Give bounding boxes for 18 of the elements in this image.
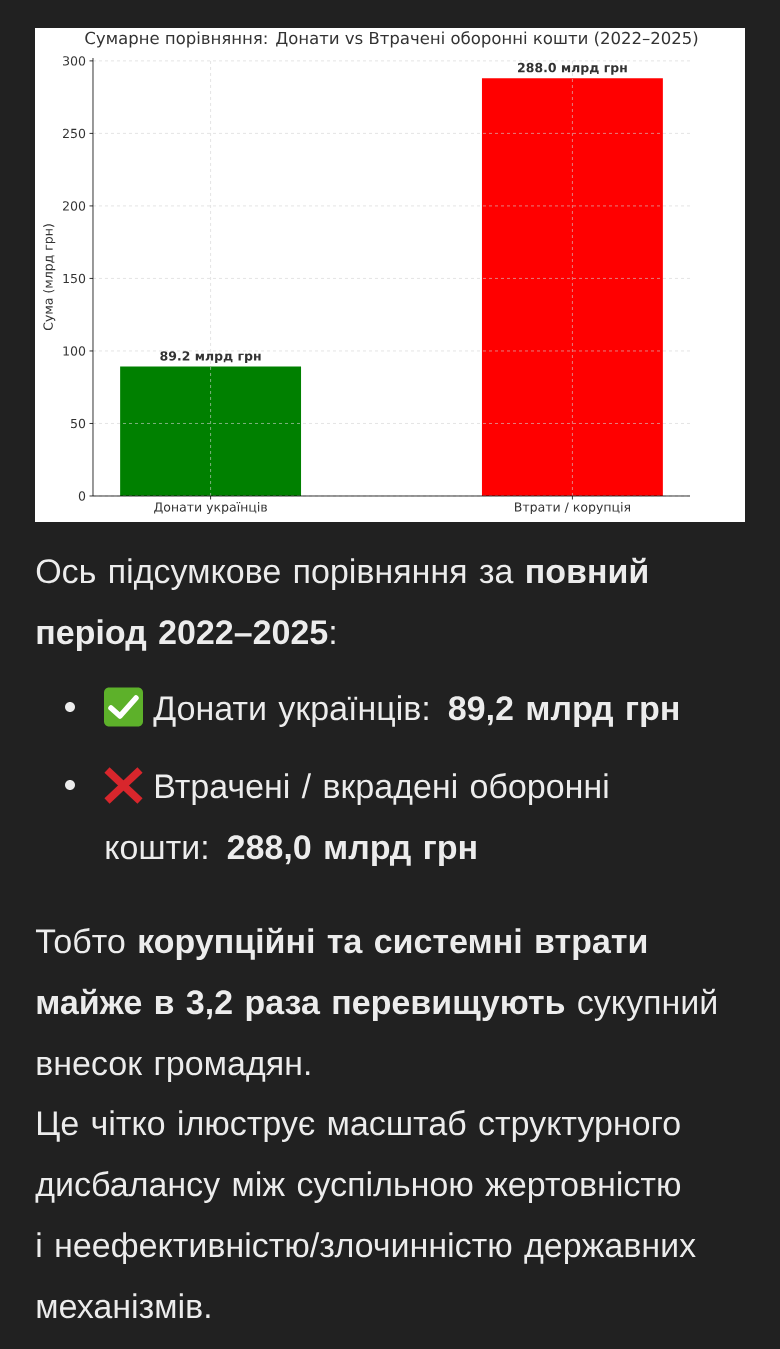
text: Ось підсумкове порівняння за повний період 2022–2025: <box>36 557 647 652</box>
y-tick-label: 100 <box>63 346 86 356</box>
y-axis-title: Сума (млрд грн) <box>43 224 56 331</box>
data-label: 89.2 млрд грн <box>160 351 261 364</box>
chart-title: Сумарне порівняння: Донати vs Втрачені оборонні кошти (2022–2025) <box>85 31 698 48</box>
text: Це чітко ілюструє масштаб структурного дисбалансу між суспільною жертовністю і неефективністю/злочинністю державних механізмів. <box>35 1110 696 1319</box>
x-tick-label: Донати українців <box>154 502 267 515</box>
data-label: 288.0 млрд грн <box>518 62 627 75</box>
text: Донати українців: 89,2 млрд грн <box>153 695 678 728</box>
x-tick-label: Втрати / корупція <box>515 502 630 515</box>
y-tick-label: 200 <box>63 201 86 211</box>
y-tick-label: 150 <box>63 273 86 284</box>
text: Тобто корупційні та системні втрати майже в 3,2 раза перевищують сукупний внесок громадян. <box>35 927 716 1083</box>
y-tick-label: 50 <box>71 418 86 429</box>
text: Втрачені / вкрадені оборонні кошти: 288,0 млрд грн <box>106 773 608 867</box>
y-tick-label: 250 <box>63 128 86 139</box>
y-tick-label: 0 <box>78 491 86 501</box>
y-tick-label: 300 <box>63 56 86 66</box>
